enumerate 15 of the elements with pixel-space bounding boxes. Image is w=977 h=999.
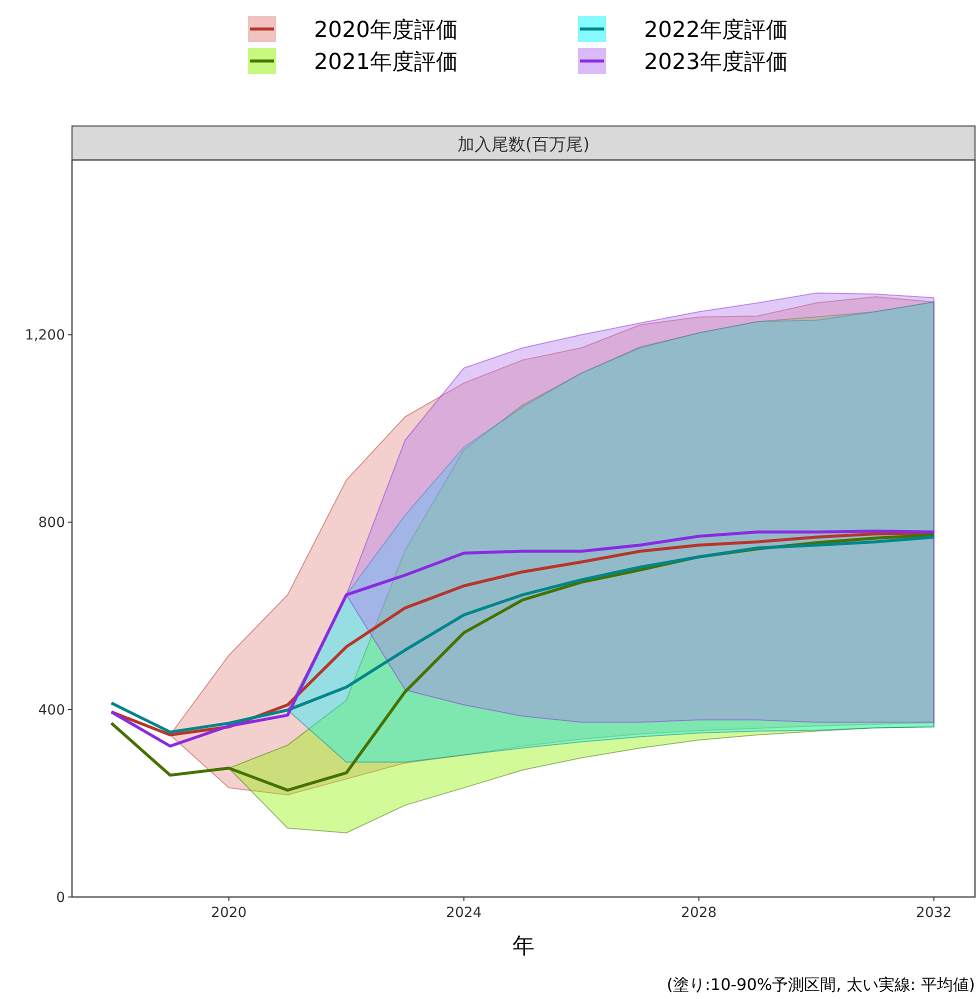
legend-label: 2023年度評価 (644, 50, 788, 75)
legend-label: 2022年度評価 (644, 18, 788, 43)
x-tick-label: 2024 (446, 905, 482, 921)
chart-title: 加入尾数(百万尾) (457, 135, 590, 155)
x-axis-title: 年 (512, 934, 534, 959)
y-tick-label: 800 (38, 515, 65, 532)
y-tick-label: 0 (56, 890, 65, 906)
y-tick-label: 400 (38, 702, 65, 718)
x-tick-label: 2020 (211, 905, 247, 921)
x-tick-label: 2028 (681, 905, 717, 921)
x-tick-label: 2032 (916, 905, 952, 921)
text: (塗り:10-90%予測区間, 太い実線: 平均値) (666, 975, 975, 994)
legend-label: 2020年度評価 (314, 18, 458, 43)
legend-label: 2021年度評価 (314, 50, 458, 75)
y-tick-label: 1,200 (24, 328, 65, 344)
